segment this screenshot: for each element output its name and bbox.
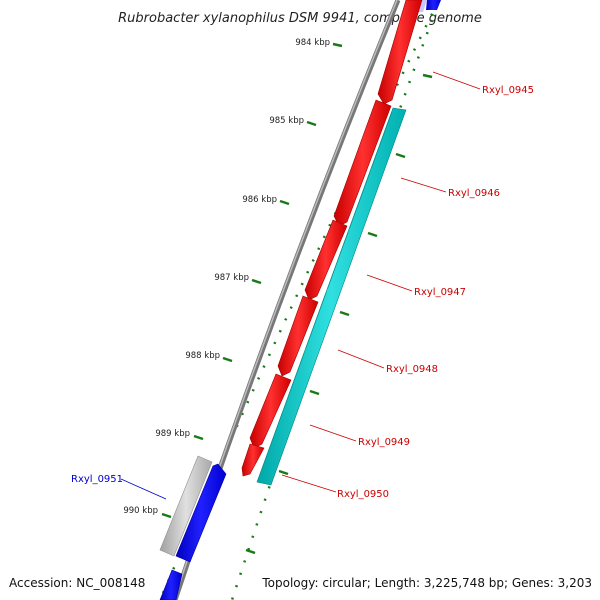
kbp-label-986: 986 kbp — [242, 195, 277, 205]
label-rxyl-0948[interactable]: Rxyl_0948 — [386, 364, 438, 375]
label-rxyl-0949[interactable]: Rxyl_0949 — [358, 437, 410, 448]
gene-rxyl-0945[interactable] — [377, 0, 423, 105]
kbp-label-985: 985 kbp — [269, 116, 304, 126]
tick-984 — [332, 42, 343, 48]
label-rxyl-0951[interactable]: Rxyl_0951 — [71, 474, 123, 485]
kbp-label-984: 984 kbp — [295, 38, 330, 48]
kbp-ticks — [161, 42, 433, 555]
tick-985 — [306, 120, 317, 127]
genome-summary-text: Topology: circular; Length: 3,225,748 bp… — [261, 576, 592, 590]
tick-989 — [193, 434, 204, 441]
gene-rxyl-0948[interactable] — [277, 295, 319, 377]
label-rxyl-0945[interactable]: Rxyl_0945 — [482, 85, 534, 96]
gene-rxyl-0950[interactable] — [256, 107, 407, 486]
tick-990 — [161, 512, 172, 519]
kbp-label-990: 990 kbp — [123, 506, 158, 516]
kbp-label-989: 989 kbp — [155, 429, 190, 439]
map-title: Rubrobacter xylanophilus DSM 9941, compl… — [118, 11, 482, 26]
accession-text: Accession: NC_008148 — [9, 576, 145, 590]
gene-rxyl-0951[interactable] — [175, 463, 227, 563]
gene-leader-lines — [120, 71, 481, 500]
label-rxyl-0950[interactable]: Rxyl_0950 — [337, 489, 389, 500]
kbp-label-988: 988 kbp — [185, 351, 220, 361]
label-rxyl-0946[interactable]: Rxyl_0946 — [448, 188, 500, 199]
tick-987 — [251, 278, 262, 285]
gene-fragment-top-blue[interactable] — [426, 0, 441, 10]
tick-988 — [222, 356, 233, 363]
tick-986 — [279, 199, 290, 206]
gene-red-tail[interactable] — [241, 443, 265, 477]
gene-grey-feature[interactable] — [159, 455, 213, 557]
gene-rxyl-0947[interactable] — [304, 219, 348, 301]
gene-blue-bottom[interactable] — [159, 569, 183, 600]
label-rxyl-0947[interactable]: Rxyl_0947 — [414, 287, 466, 298]
kbp-label-987: 987 kbp — [214, 273, 249, 283]
